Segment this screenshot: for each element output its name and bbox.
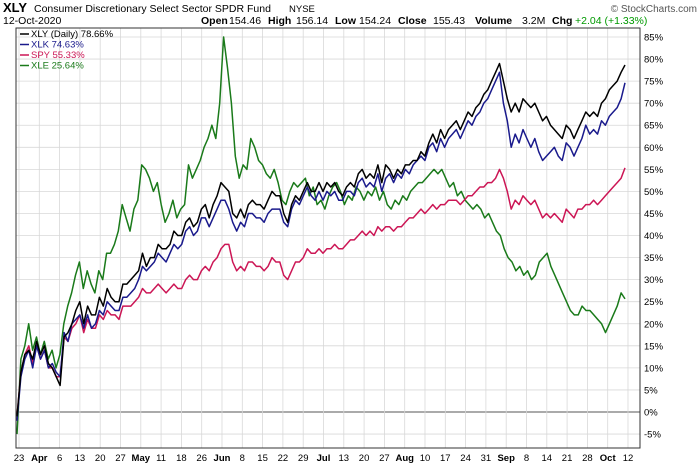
y-axis-ticks: -5% 0% 5% 10% 15% 20% 25% 30% 35% 40% 45% 50% 55% 60%… [644, 33, 664, 441]
close-label: Close [398, 15, 427, 27]
x-tick-label: 12 [623, 453, 634, 464]
series-line-xlk [16, 71, 626, 421]
x-tick-label: 23 [14, 453, 25, 464]
chart-date: 12-Oct-2020 [3, 15, 62, 27]
x-tick-label: 17 [440, 453, 451, 464]
y-tick-label: 65% [644, 121, 664, 132]
x-tick-label: 29 [298, 453, 309, 464]
low-value: 154.24 [359, 15, 391, 27]
y-tick-label: 70% [644, 99, 664, 110]
x-tick-label: 20 [95, 453, 106, 464]
volume-label: Volume [475, 15, 512, 27]
legend-label-xlk: XLK 74.63% [31, 40, 84, 51]
x-tick-label: 28 [582, 453, 593, 464]
chg-value: +2.04 (+1.33%) [575, 15, 647, 27]
y-tick-label: 15% [644, 341, 664, 352]
x-axis-ticks: 23 Apr 6 13 20 27 May 11 18 26 Jun 8 15 22 29 Jul 13 20 27… [14, 453, 634, 464]
legend-label-spy: SPY 55.33% [31, 50, 85, 61]
fund-name: Consumer Discretionary Select Sector SPD… [34, 3, 271, 15]
low-label: Low [335, 15, 357, 27]
y-tick-label: -5% [644, 430, 661, 441]
y-tick-label: 45% [644, 209, 664, 220]
x-tick-label: 13 [75, 453, 86, 464]
x-tick-label: Sep [497, 453, 515, 464]
x-tick-label: 22 [278, 453, 289, 464]
x-tick-label: 26 [196, 453, 207, 464]
x-tick-label: 15 [257, 453, 268, 464]
volume-value: 3.2M [522, 15, 545, 27]
ticker-symbol: XLY [3, 0, 27, 15]
grid-layer [16, 28, 640, 448]
y-tick-label: 85% [644, 33, 664, 44]
x-tick-label: 11 [156, 453, 166, 464]
x-tick-label: 20 [359, 453, 370, 464]
x-tick-label: May [132, 453, 151, 464]
y-tick-label: 55% [644, 165, 664, 176]
y-tick-label: 5% [644, 385, 658, 396]
x-tick-label: 10 [420, 453, 431, 464]
x-tick-label: 8 [524, 453, 529, 464]
high-value: 156.14 [296, 15, 328, 27]
x-tick-label: 14 [542, 453, 553, 464]
x-tick-label: Jul [317, 453, 331, 464]
watermark: © StockCharts.com [611, 4, 697, 15]
series-line-xle [16, 36, 626, 435]
x-tick-label: 6 [57, 453, 62, 464]
open-value: 154.46 [229, 15, 261, 27]
x-tick-label: Apr [31, 453, 48, 464]
x-tick-label: 31 [481, 453, 492, 464]
legend-label-xly: XLY (Daily) 78.66% [31, 29, 114, 40]
x-tick-label: 27 [379, 453, 390, 464]
y-tick-label: 30% [644, 275, 664, 286]
x-tick-label: 21 [562, 453, 573, 464]
x-tick-label: Oct [600, 453, 617, 464]
chg-label: Chg [552, 15, 572, 27]
y-tick-label: 40% [644, 231, 664, 242]
high-label: High [268, 15, 291, 27]
plot-frame [15, 27, 641, 449]
y-tick-label: 0% [644, 408, 658, 419]
y-tick-label: 60% [644, 143, 664, 154]
x-tick-label: Aug [395, 453, 414, 464]
y-tick-label: 25% [644, 297, 664, 308]
close-value: 155.43 [433, 15, 465, 27]
x-tick-label: 24 [460, 453, 471, 464]
y-tick-label: 10% [644, 363, 664, 374]
x-tick-label: 13 [339, 453, 350, 464]
open-label: Open [201, 15, 228, 27]
y-tick-label: 20% [644, 319, 664, 330]
y-tick-label: 80% [644, 55, 664, 66]
series-layer [16, 36, 626, 435]
y-tick-label: 75% [644, 77, 664, 88]
y-tick-label: 35% [644, 253, 664, 264]
series-line-xly [16, 62, 626, 417]
x-tick-label: Jun [214, 453, 231, 464]
series-line-spy [16, 167, 626, 417]
x-tick-label: 18 [176, 453, 187, 464]
exchange-label: NYSE [289, 4, 315, 15]
x-tick-label: 8 [240, 453, 245, 464]
x-tick-label: 27 [115, 453, 126, 464]
legend: XLY (Daily) 78.66%XLK 74.63%SPY 55.33%XL… [20, 29, 114, 72]
legend-label-xle: XLE 25.64% [31, 61, 84, 72]
y-tick-label: 50% [644, 187, 664, 198]
